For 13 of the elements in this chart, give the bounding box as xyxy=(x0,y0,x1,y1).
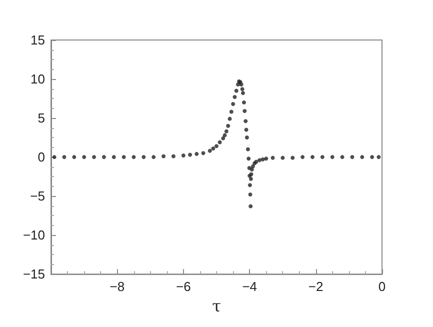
x-tick-label: 0 xyxy=(378,279,386,294)
x-axis-title: τ xyxy=(212,296,222,316)
y-tick-label: −10 xyxy=(22,228,45,243)
y-tick-label: 10 xyxy=(30,72,45,87)
y-tick-label: −15 xyxy=(22,266,45,282)
x-tick-label: −2 xyxy=(308,279,324,294)
x-tick-label: −8 xyxy=(110,279,125,294)
x-tick-label: −6 xyxy=(176,279,191,294)
y-tick-label: −5 xyxy=(30,188,45,204)
y-tick-label: 5 xyxy=(38,110,45,126)
x-tick-label: −4 xyxy=(242,279,258,294)
y-tick-label: 0 xyxy=(38,150,45,165)
y-tick-label: 15 xyxy=(30,32,45,48)
